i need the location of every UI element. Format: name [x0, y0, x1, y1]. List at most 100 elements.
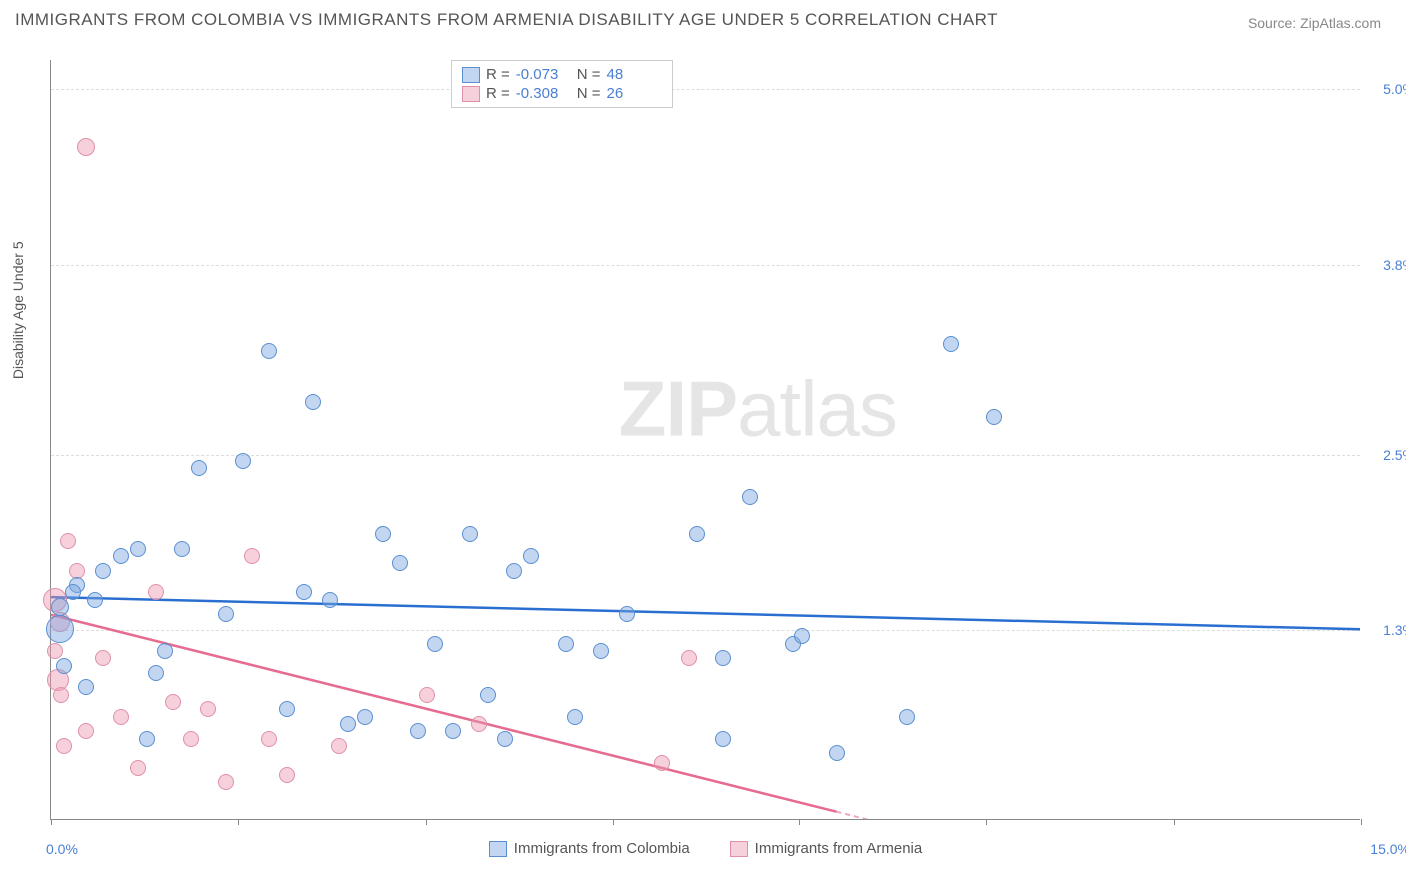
data-point	[689, 526, 705, 542]
data-point	[445, 723, 461, 739]
data-point	[357, 709, 373, 725]
x-tick	[1174, 819, 1175, 825]
gridline	[51, 89, 1360, 90]
data-point	[943, 336, 959, 352]
swatch-armenia	[462, 86, 480, 102]
y-tick-label: 2.5%	[1383, 447, 1406, 463]
y-axis-title: Disability Age Under 5	[10, 241, 26, 379]
data-point	[78, 679, 94, 695]
x-tick	[238, 819, 239, 825]
data-point	[506, 563, 522, 579]
data-point	[829, 745, 845, 761]
data-point	[654, 755, 670, 771]
x-tick	[986, 819, 987, 825]
legend-colombia: Immigrants from Colombia	[489, 840, 690, 857]
data-point	[95, 563, 111, 579]
data-point	[279, 701, 295, 717]
legend: Immigrants from Colombia Immigrants from…	[51, 840, 1360, 857]
stats-box: R = -0.073 N = 48 R = -0.308 N = 26	[451, 60, 673, 108]
data-point	[53, 687, 69, 703]
data-point	[410, 723, 426, 739]
x-min-label: 0.0%	[46, 841, 78, 857]
watermark: ZIPatlas	[619, 364, 897, 455]
data-point	[69, 563, 85, 579]
chart-area: Disability Age Under 5 1.3%2.5%3.8%5.0% …	[50, 60, 1360, 820]
data-point	[261, 343, 277, 359]
data-point	[95, 650, 111, 666]
x-tick	[426, 819, 427, 825]
trend-lines	[51, 60, 1360, 819]
data-point	[183, 731, 199, 747]
data-point	[77, 138, 95, 156]
data-point	[899, 709, 915, 725]
swatch-colombia-legend	[489, 841, 507, 857]
data-point	[139, 731, 155, 747]
x-tick	[51, 819, 52, 825]
data-point	[191, 460, 207, 476]
data-point	[218, 774, 234, 790]
data-point	[279, 767, 295, 783]
data-point	[986, 409, 1002, 425]
gridline	[51, 265, 1360, 266]
data-point	[46, 615, 74, 643]
data-point	[157, 643, 173, 659]
stats-row-armenia: R = -0.308 N = 26	[462, 84, 662, 103]
data-point	[218, 606, 234, 622]
data-point	[130, 760, 146, 776]
data-point	[113, 709, 129, 725]
y-tick-label: 3.8%	[1383, 257, 1406, 273]
data-point	[235, 453, 251, 469]
data-point	[78, 723, 94, 739]
x-tick	[799, 819, 800, 825]
data-point	[130, 541, 146, 557]
data-point	[47, 643, 63, 659]
data-point	[471, 716, 487, 732]
data-point	[60, 533, 76, 549]
data-point	[296, 584, 312, 600]
data-point	[593, 643, 609, 659]
data-point	[261, 731, 277, 747]
data-point	[56, 658, 72, 674]
data-point	[742, 489, 758, 505]
data-point	[619, 606, 635, 622]
data-point	[715, 650, 731, 666]
stats-row-colombia: R = -0.073 N = 48	[462, 65, 662, 84]
data-point	[419, 687, 435, 703]
data-point	[375, 526, 391, 542]
data-point	[567, 709, 583, 725]
data-point	[681, 650, 697, 666]
data-point	[51, 598, 69, 616]
x-tick	[1361, 819, 1362, 825]
data-point	[56, 738, 72, 754]
data-point	[87, 592, 103, 608]
data-point	[392, 555, 408, 571]
swatch-colombia	[462, 67, 480, 83]
data-point	[523, 548, 539, 564]
data-point	[148, 584, 164, 600]
y-tick-label: 5.0%	[1383, 81, 1406, 97]
gridline	[51, 630, 1360, 631]
data-point	[497, 731, 513, 747]
data-point	[200, 701, 216, 717]
data-point	[244, 548, 260, 564]
y-tick-label: 1.3%	[1383, 622, 1406, 638]
data-point	[174, 541, 190, 557]
data-point	[65, 584, 81, 600]
data-point	[794, 628, 810, 644]
data-point	[113, 548, 129, 564]
data-point	[305, 394, 321, 410]
data-point	[165, 694, 181, 710]
data-point	[340, 716, 356, 732]
data-point	[715, 731, 731, 747]
chart-title: IMMIGRANTS FROM COLOMBIA VS IMMIGRANTS F…	[15, 10, 998, 30]
data-point	[480, 687, 496, 703]
data-point	[558, 636, 574, 652]
legend-armenia: Immigrants from Armenia	[730, 840, 923, 857]
x-max-label: 15.0%	[1370, 841, 1406, 857]
source-label: Source: ZipAtlas.com	[1248, 15, 1381, 31]
swatch-armenia-legend	[730, 841, 748, 857]
data-point	[331, 738, 347, 754]
data-point	[427, 636, 443, 652]
data-point	[322, 592, 338, 608]
x-tick	[613, 819, 614, 825]
